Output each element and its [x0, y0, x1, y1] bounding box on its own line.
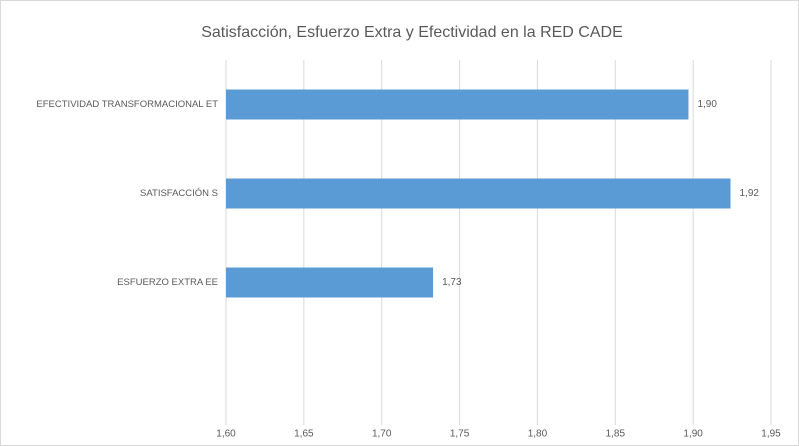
x-tick-label: 1,70: [372, 429, 392, 440]
chart-title: Satisfacción, Esfuerzo Extra y Efectivid…: [201, 24, 623, 41]
x-tick-label: 1,65: [294, 429, 314, 440]
data-label: 1,90: [697, 99, 717, 110]
x-tick-label: 1,60: [216, 429, 236, 440]
x-tick-label: 1,80: [528, 429, 548, 440]
y-tick-label: ESFUERZO EXTRA EE: [117, 277, 218, 288]
bar: [226, 178, 731, 209]
x-tick-label: 1,85: [606, 429, 626, 440]
x-tick-label: 1,95: [761, 429, 781, 440]
x-tick-label: 1,90: [683, 429, 703, 440]
data-label: 1,92: [740, 188, 760, 199]
bar: [226, 89, 689, 120]
data-label: 1,73: [442, 277, 462, 288]
y-tick-label: EFECTIVIDAD TRANSFORMACIONAL ET: [36, 99, 218, 110]
bar: [226, 267, 434, 298]
y-tick-label: SATISFACCIÓN S: [140, 188, 218, 199]
x-tick-label: 1,75: [450, 429, 470, 440]
